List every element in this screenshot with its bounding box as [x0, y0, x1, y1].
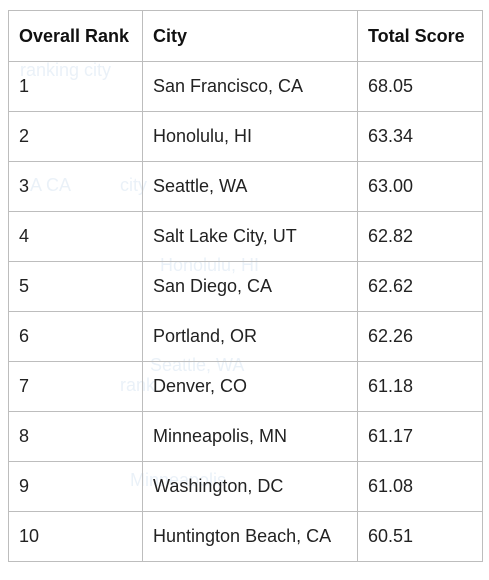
column-header-rank: Overall Rank [8, 10, 143, 62]
table-row: 4 Salt Lake City, UT 62.82 [8, 211, 483, 262]
city-cell: Denver, CO [142, 361, 358, 412]
table-row: 8 Minneapolis, MN 61.17 [8, 411, 483, 462]
rank-cell: 7 [8, 361, 143, 412]
column-header-score: Total Score [357, 10, 483, 62]
city-cell: Minneapolis, MN [142, 411, 358, 462]
rank-cell: 10 [8, 511, 143, 562]
table-row: 6 Portland, OR 62.26 [8, 311, 483, 362]
city-cell: Honolulu, HI [142, 111, 358, 162]
rank-cell: 6 [8, 311, 143, 362]
city-cell: Huntington Beach, CA [142, 511, 358, 562]
table-row: 1 San Francisco, CA 68.05 [8, 61, 483, 112]
rank-cell: 5 [8, 261, 143, 312]
table-row: 7 Denver, CO 61.18 [8, 361, 483, 412]
city-cell: Washington, DC [142, 461, 358, 512]
table-row: 3 Seattle, WA 63.00 [8, 161, 483, 212]
rank-cell: 8 [8, 411, 143, 462]
rank-cell: 2 [8, 111, 143, 162]
score-cell: 61.08 [357, 461, 483, 512]
score-cell: 61.18 [357, 361, 483, 412]
table-header-row: Overall Rank City Total Score [8, 10, 483, 62]
table-row: 10 Huntington Beach, CA 60.51 [8, 511, 483, 562]
score-cell: 60.51 [357, 511, 483, 562]
score-cell: 63.00 [357, 161, 483, 212]
table-row: 9 Washington, DC 61.08 [8, 461, 483, 512]
city-cell: San Diego, CA [142, 261, 358, 312]
city-cell: San Francisco, CA [142, 61, 358, 112]
score-cell: 68.05 [357, 61, 483, 112]
score-cell: 63.34 [357, 111, 483, 162]
rank-cell: 4 [8, 211, 143, 262]
rank-cell: 9 [8, 461, 143, 512]
city-cell: Salt Lake City, UT [142, 211, 358, 262]
table-row: 2 Honolulu, HI 63.34 [8, 111, 483, 162]
score-cell: 62.82 [357, 211, 483, 262]
score-cell: 62.26 [357, 311, 483, 362]
city-cell: Portland, OR [142, 311, 358, 362]
city-ranking-table: Overall Rank City Total Score 1 San Fran… [8, 10, 483, 562]
rank-cell: 1 [8, 61, 143, 112]
city-cell: Seattle, WA [142, 161, 358, 212]
score-cell: 61.17 [357, 411, 483, 462]
rank-cell: 3 [8, 161, 143, 212]
column-header-city: City [142, 10, 358, 62]
score-cell: 62.62 [357, 261, 483, 312]
table-row: 5 San Diego, CA 62.62 [8, 261, 483, 312]
